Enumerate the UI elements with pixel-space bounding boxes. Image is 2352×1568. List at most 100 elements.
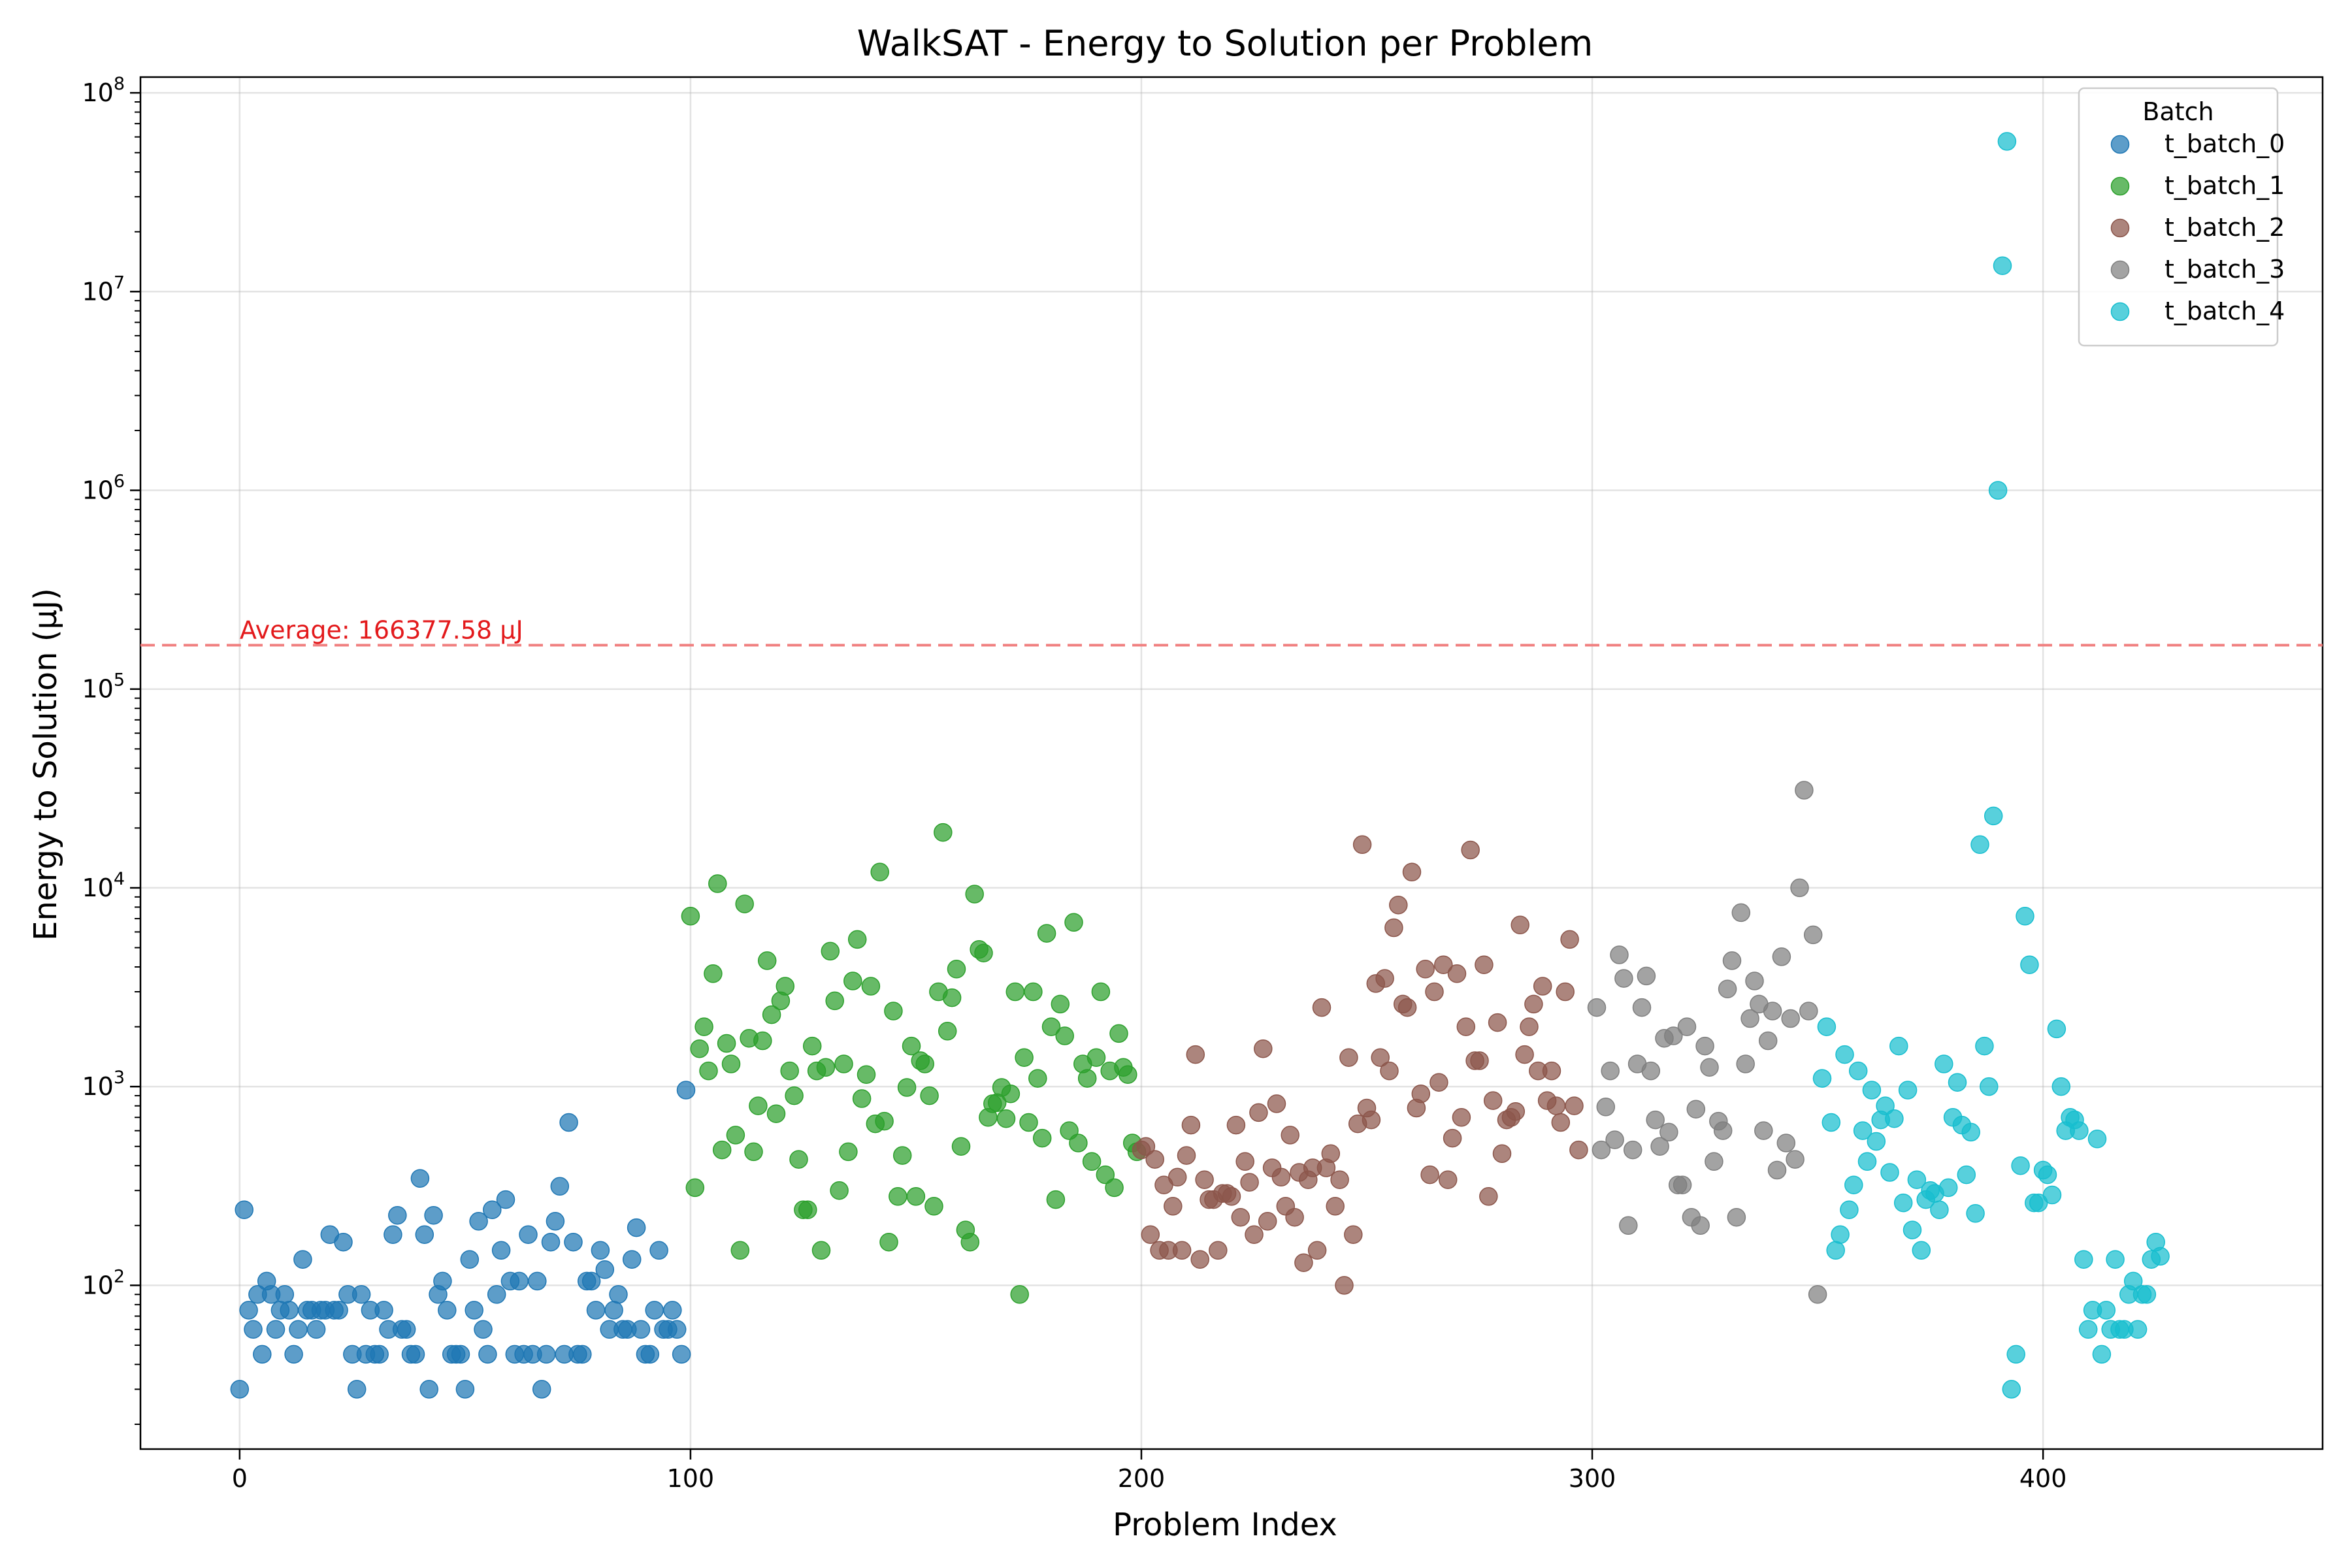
data-point: [1880, 1163, 1899, 1182]
data-point: [374, 1301, 393, 1320]
data-point: [591, 1241, 610, 1260]
data-point: [433, 1271, 452, 1291]
data-point: [749, 1096, 768, 1115]
data-point: [1425, 982, 1444, 1002]
data-point: [2011, 1156, 2030, 1175]
data-point: [1754, 1121, 1773, 1140]
data-point: [1619, 1216, 1638, 1235]
data-point: [1646, 1110, 1665, 1130]
data-point: [2092, 1345, 2112, 1364]
data-point: [1786, 1150, 1805, 1169]
data-point: [1375, 969, 1394, 988]
data-point: [419, 1380, 438, 1399]
data-point: [1226, 1115, 1246, 1135]
data-point: [1795, 781, 1814, 800]
data-point: [704, 964, 723, 983]
data-point: [717, 1034, 736, 1053]
data-point: [1420, 1165, 1439, 1184]
data-point: [1565, 1096, 1584, 1115]
data-point: [884, 1002, 903, 1021]
data-point: [1853, 1121, 1872, 1140]
data-point: [1848, 1061, 1868, 1081]
data-point: [902, 1036, 921, 1056]
chart-title: WalkSAT - Energy to Solution per Problem: [857, 23, 1593, 64]
data-point: [1776, 1134, 1796, 1152]
legend-entry: t_batch_3: [2164, 255, 2285, 284]
data-point: [681, 907, 700, 926]
data-point: [2074, 1250, 2093, 1269]
data-point: [1799, 1002, 1818, 1021]
data-point: [1835, 1045, 1854, 1064]
data-point: [1772, 947, 1791, 966]
data-point: [1614, 969, 1633, 988]
data-point: [2151, 1247, 2170, 1266]
data-point: [1812, 1069, 1832, 1088]
data-point: [1758, 1031, 1778, 1051]
plot-frame: [139, 76, 2324, 1450]
data-point: [546, 1212, 565, 1231]
data-point: [1096, 1165, 1115, 1184]
data-point: [802, 1036, 822, 1056]
data-point: [1524, 994, 1543, 1014]
y-tick-label: 108: [82, 74, 125, 107]
y-axis-label: Energy to Solution (μJ): [27, 588, 64, 941]
data-point: [536, 1345, 556, 1364]
data-point: [1898, 1081, 1918, 1100]
data-point: [1046, 1190, 1066, 1209]
data-point: [1623, 1140, 1642, 1160]
data-point: [451, 1345, 470, 1364]
data-point: [622, 1250, 642, 1269]
data-point: [2087, 1130, 2107, 1149]
data-point: [1254, 1039, 1273, 1058]
data-point: [1718, 979, 1737, 998]
data-point: [1935, 1054, 1953, 1073]
data-point: [1109, 1024, 1128, 1043]
data-point: [690, 1039, 709, 1058]
data-point: [2002, 1380, 2021, 1399]
data-point: [1077, 1069, 1097, 1088]
data-point: [892, 1146, 912, 1165]
data-point: [1605, 1130, 1624, 1149]
data-point: [631, 1320, 651, 1339]
data-point: [1632, 998, 1652, 1017]
data-point: [1790, 878, 1809, 898]
data-point: [699, 1061, 718, 1081]
data-point: [329, 1301, 348, 1320]
data-point: [947, 960, 966, 979]
data-point: [789, 1150, 808, 1169]
average-label: Average: 166377.58 μJ: [240, 615, 523, 644]
data-point: [1041, 1017, 1061, 1036]
data-point: [1912, 1241, 1931, 1260]
data-point: [847, 930, 867, 949]
data-point: [347, 1380, 367, 1399]
data-point: [384, 1225, 402, 1244]
data-point: [1055, 1026, 1074, 1045]
y-tick-label: 102: [82, 1266, 125, 1299]
data-point: [1857, 1152, 1877, 1171]
data-point: [1195, 1170, 1214, 1189]
data-point: [1966, 1204, 1985, 1223]
data-point: [1511, 915, 1529, 935]
legend-items: t_batch_0 t_batch_1 t_batch_2 t_batch_3 t_ba…: [2110, 129, 2285, 325]
data-point: [1781, 1009, 1800, 1028]
data-point: [424, 1205, 443, 1225]
data-point: [1344, 1225, 1363, 1244]
data-point: [843, 972, 862, 990]
x-axis-label: Problem Index: [1113, 1507, 1337, 1543]
data-point: [334, 1232, 353, 1252]
data-point: [1380, 1061, 1399, 1081]
data-point: [455, 1380, 475, 1399]
data-point: [645, 1301, 664, 1320]
data-point: [839, 1142, 858, 1162]
data-point: [1808, 1285, 1827, 1304]
data-point: [1168, 1168, 1187, 1187]
data-point: [306, 1320, 326, 1339]
data-point: [1556, 982, 1575, 1002]
x-tick-label: 100: [667, 1464, 715, 1493]
data-point: [1164, 1197, 1183, 1216]
y-tick-label: 103: [82, 1068, 125, 1101]
data-point: [1190, 1250, 1209, 1269]
data-point: [253, 1345, 272, 1364]
data-point: [1731, 903, 1751, 923]
